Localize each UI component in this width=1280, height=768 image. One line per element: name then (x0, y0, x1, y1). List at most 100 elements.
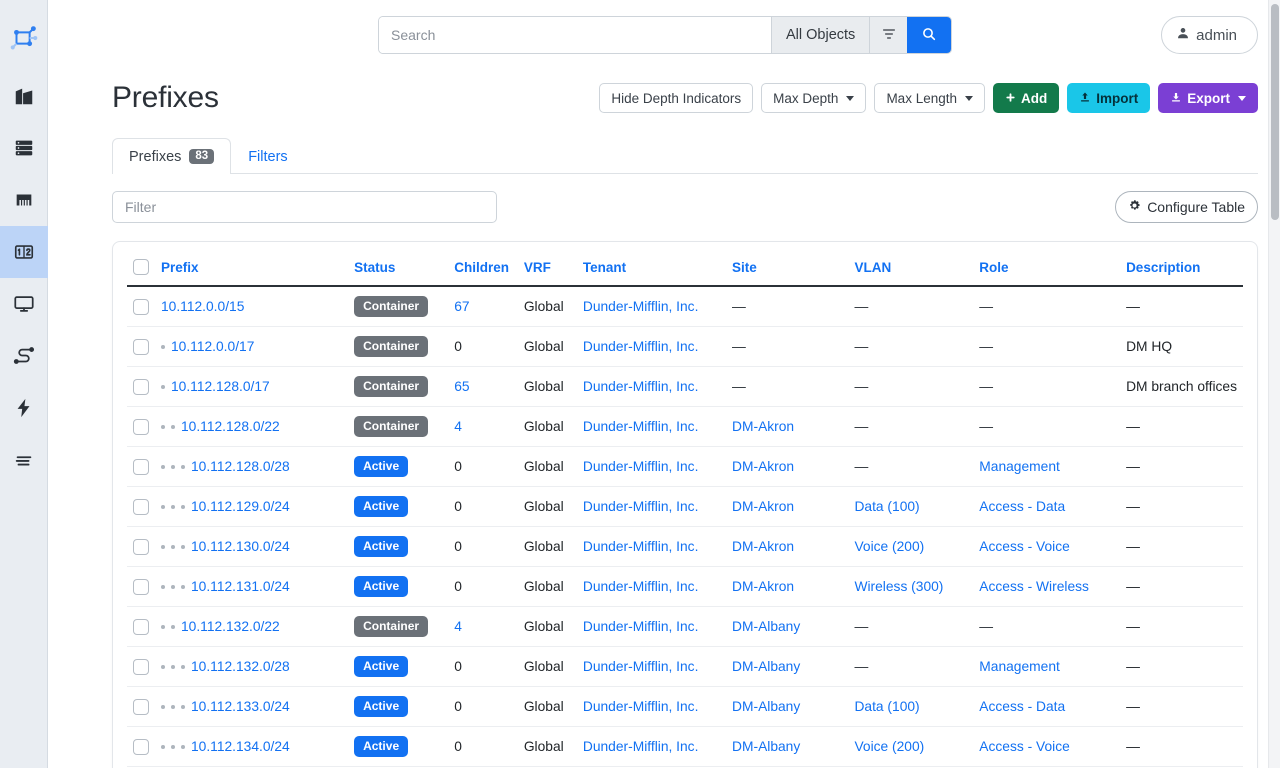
site-link[interactable]: DM-Akron (732, 499, 795, 514)
row-checkbox[interactable] (133, 658, 149, 675)
column-header-children[interactable]: Children (448, 250, 518, 287)
table-row[interactable]: 10.112.0.0/17 Container 0 Global Dunder-Miff… (127, 326, 1243, 367)
column-header-vrf[interactable]: VRF (517, 250, 577, 287)
table-row[interactable]: 10.112.131.0/24 Active 0 Global Dunder-Miffl… (127, 566, 1243, 607)
select-all-checkbox[interactable] (133, 259, 149, 275)
role-link[interactable]: Management (979, 459, 1060, 474)
tenant-link[interactable]: Dunder-Mifflin, Inc. (582, 499, 699, 514)
role-link[interactable]: Access - Data (979, 499, 1066, 514)
max-depth-dropdown[interactable]: Max Depth (761, 83, 867, 113)
tab-prefixes[interactable]: Prefixes 83 (112, 138, 232, 174)
row-checkbox[interactable] (133, 738, 149, 755)
column-header-role[interactable]: Role (973, 250, 1121, 287)
prefix-link[interactable]: 10.112.134.0/24 (191, 739, 290, 754)
user-menu-button[interactable]: admin (1161, 16, 1258, 54)
vertical-scrollbar[interactable] (1268, 0, 1280, 768)
tab-filters[interactable]: Filters (231, 138, 304, 174)
prefix-link[interactable]: 10.112.131.0/24 (191, 579, 290, 594)
role-link[interactable]: Access - Voice (979, 539, 1070, 554)
role-link[interactable]: Access - Data (979, 699, 1066, 714)
vlan-link[interactable]: Data (100) (854, 699, 920, 714)
sidebar-item-devices[interactable] (0, 122, 48, 174)
scrollbar-thumb[interactable] (1271, 4, 1279, 220)
tenant-link[interactable]: Dunder-Mifflin, Inc. (582, 419, 699, 434)
tenant-link[interactable]: Dunder-Mifflin, Inc. (582, 379, 699, 394)
prefix-link[interactable]: 10.112.132.0/28 (191, 659, 290, 674)
role-link[interactable]: Access - Voice (979, 739, 1070, 754)
row-checkbox[interactable] (133, 458, 149, 475)
site-link[interactable]: DM-Akron (732, 539, 795, 554)
table-row[interactable]: 10.112.129.0/24 Active 0 Global Dunder-Miffl… (127, 486, 1243, 527)
prefix-link[interactable]: 10.112.133.0/24 (191, 699, 290, 714)
max-length-dropdown[interactable]: Max Length (874, 83, 985, 113)
site-link[interactable]: DM-Albany (732, 699, 801, 714)
site-link[interactable]: DM-Albany (732, 659, 801, 674)
table-row[interactable]: 10.112.132.0/22 Container 4 Global Dunder-Mi… (127, 606, 1243, 647)
table-row[interactable]: 10.112.133.0/24 Active 0 Global Dunder-Miffl… (127, 686, 1243, 727)
table-row[interactable]: 10.112.134.0/24 Active 0 Global Dunder-Miffl… (127, 726, 1243, 767)
children-count-link[interactable]: 4 (454, 619, 462, 634)
children-count-link[interactable]: 4 (454, 419, 462, 434)
prefix-link[interactable]: 10.112.128.0/17 (171, 379, 270, 394)
row-checkbox[interactable] (133, 298, 149, 315)
role-link[interactable]: Management (979, 659, 1060, 674)
prefix-link[interactable]: 10.112.129.0/24 (191, 499, 290, 514)
search-input[interactable] (379, 17, 771, 53)
import-button[interactable]: Import (1067, 83, 1151, 113)
prefix-link[interactable]: 10.112.128.0/22 (181, 419, 280, 434)
table-row[interactable]: 10.112.0.0/15 Container 67 Global Dunder-Mif… (127, 286, 1243, 327)
row-checkbox[interactable] (133, 698, 149, 715)
tenant-link[interactable]: Dunder-Mifflin, Inc. (582, 659, 699, 674)
sidebar-item-ipam[interactable] (0, 226, 48, 278)
prefix-link[interactable]: 10.112.0.0/15 (161, 299, 245, 314)
vlan-link[interactable]: Voice (200) (854, 539, 925, 554)
add-button[interactable]: Add (992, 83, 1060, 113)
tenant-link[interactable]: Dunder-Mifflin, Inc. (582, 459, 699, 474)
column-header-description[interactable]: Description (1120, 250, 1243, 287)
table-row[interactable]: 10.112.132.0/28 Active 0 Global Dunder-Miffl… (127, 646, 1243, 687)
column-header-prefix[interactable]: Prefix (155, 250, 349, 287)
sidebar-item-power[interactable] (0, 382, 48, 434)
column-header-status[interactable]: Status (348, 250, 449, 287)
children-count-link[interactable]: 65 (454, 379, 470, 394)
tenant-link[interactable]: Dunder-Mifflin, Inc. (582, 619, 699, 634)
tenant-link[interactable]: Dunder-Mifflin, Inc. (582, 579, 699, 594)
sidebar-item-connections[interactable] (0, 174, 48, 226)
role-link[interactable]: Access - Wireless (979, 579, 1089, 594)
export-button[interactable]: Export (1158, 83, 1258, 113)
site-link[interactable]: DM-Akron (732, 459, 795, 474)
row-checkbox[interactable] (133, 498, 149, 515)
row-checkbox[interactable] (133, 418, 149, 435)
row-checkbox[interactable] (133, 538, 149, 555)
table-row[interactable]: 10.112.128.0/28 Active 0 Global Dunder-Miffl… (127, 446, 1243, 487)
table-row[interactable]: 10.112.128.0/17 Container 65 Global Dunder-M… (127, 366, 1243, 407)
tenant-link[interactable]: Dunder-Mifflin, Inc. (582, 339, 699, 354)
column-header-site[interactable]: Site (726, 250, 849, 287)
prefix-link[interactable]: 10.112.0.0/17 (171, 339, 255, 354)
tenant-link[interactable]: Dunder-Mifflin, Inc. (582, 739, 699, 754)
tenant-link[interactable]: Dunder-Mifflin, Inc. (582, 539, 699, 554)
search-scope-dropdown[interactable]: All Objects (771, 17, 870, 53)
tenant-link[interactable]: Dunder-Mifflin, Inc. (582, 699, 699, 714)
site-link[interactable]: DM-Akron (732, 419, 795, 434)
filter-input[interactable] (112, 191, 497, 223)
column-header-vlan[interactable]: VLAN (848, 250, 974, 287)
row-checkbox[interactable] (133, 578, 149, 595)
sidebar-item-circuits[interactable] (0, 330, 48, 382)
prefix-link[interactable]: 10.112.130.0/24 (191, 539, 290, 554)
tenant-link[interactable]: Dunder-Mifflin, Inc. (582, 299, 699, 314)
children-count-link[interactable]: 67 (454, 299, 470, 314)
sidebar-item-other[interactable] (0, 434, 48, 486)
row-checkbox[interactable] (133, 378, 149, 395)
prefix-link[interactable]: 10.112.128.0/28 (191, 459, 290, 474)
hide-depth-indicators-button[interactable]: Hide Depth Indicators (599, 83, 754, 113)
table-row[interactable]: 10.112.130.0/24 Active 0 Global Dunder-Miffl… (127, 526, 1243, 567)
vlan-link[interactable]: Wireless (300) (854, 579, 944, 594)
site-link[interactable]: DM-Akron (732, 579, 795, 594)
row-checkbox[interactable] (133, 338, 149, 355)
sidebar-item-organization[interactable] (0, 70, 48, 122)
row-checkbox[interactable] (133, 618, 149, 635)
prefix-link[interactable]: 10.112.132.0/22 (181, 619, 280, 634)
column-header-tenant[interactable]: Tenant (576, 250, 727, 287)
netbox-logo-icon[interactable] (0, 6, 48, 70)
